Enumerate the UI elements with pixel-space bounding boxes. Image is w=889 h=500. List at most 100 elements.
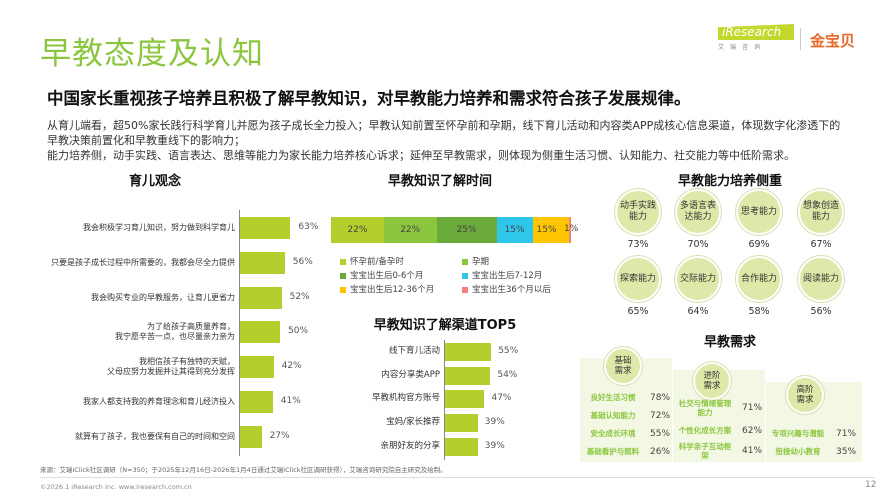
stack-segment xyxy=(568,217,571,243)
stack-segment: 15% xyxy=(496,217,533,243)
legend-label: 宝宝出生后7-12月 xyxy=(472,271,543,281)
ability-circle: 多语言表 达能力 xyxy=(675,189,721,235)
jinbaobei-logo: 金宝贝 xyxy=(810,32,856,50)
legend-label: 怀孕前/备孕时 xyxy=(350,257,404,267)
ability-circle: 思考能力 xyxy=(736,189,782,235)
demand-percent: 71% xyxy=(836,429,857,439)
summary-text: 从育儿端看，超50%家长践行科学育儿并愿为孩子成长全力投入；早教认知前置至怀孕前… xyxy=(47,118,882,163)
ability-percent: 64% xyxy=(687,306,709,317)
stack-segment: 15% xyxy=(532,217,569,243)
legend-item: 宝宝出生36个月以后 xyxy=(462,285,551,295)
ability-percent: 56% xyxy=(810,306,832,317)
axis-line xyxy=(444,340,445,460)
bar xyxy=(240,287,282,309)
iresearch-wordmark: iResearch xyxy=(718,24,794,40)
stack-segment: 22% xyxy=(331,217,384,243)
ability-percent: 69% xyxy=(748,239,770,250)
data-label: 27% xyxy=(269,431,290,441)
data-label: 1% xyxy=(564,224,579,234)
data-label: 55% xyxy=(498,346,519,356)
data-label: 39% xyxy=(484,417,505,427)
ability-percent: 65% xyxy=(627,306,649,317)
demand-item: 个性化成长方案 xyxy=(678,426,732,435)
demand-level-circle: 进阶 需求 xyxy=(693,362,731,400)
ability-circle: 合作能力 xyxy=(736,256,782,302)
page-number: 12 xyxy=(865,480,877,490)
bar xyxy=(445,343,492,361)
chart-title: 早教知识了解渠道TOP5 xyxy=(373,318,517,333)
iresearch-subtitle: 艾瑞咨询 xyxy=(718,44,767,51)
data-label: 47% xyxy=(491,393,512,403)
summary-line-2: 早教决策前置化和早教重线下的影响力； xyxy=(47,134,245,147)
chart-title: 育儿观念 xyxy=(128,174,181,189)
legend-item: 宝宝出生后7-12月 xyxy=(462,271,542,281)
footer-divider xyxy=(40,477,875,478)
iresearch-logo: iResearch 艾瑞咨询 xyxy=(718,24,794,51)
category-label: 我家人都支持我的养育理念和育儿经济投入 xyxy=(83,397,235,406)
legend-label: 宝宝出生后12-36个月 xyxy=(350,285,435,295)
category-label: 亲朋好友的分享 xyxy=(380,441,440,451)
data-label: 63% xyxy=(298,222,319,232)
summary-line-3: 能力培养侧，动手实践、语言表达、思维等能力为家长能力培养核心诉求；延伸至早教需求… xyxy=(47,149,795,162)
bar xyxy=(240,252,285,274)
ability-circle: 阅读能力 xyxy=(798,256,844,302)
bar xyxy=(240,391,273,413)
data-label: 56% xyxy=(292,257,313,267)
headline: 中国家长重视孩子培养且积极了解早教知识，对早教能力培养和需求符合孩子发展规律。 xyxy=(47,89,691,108)
bar xyxy=(240,356,274,378)
source-note: 来源：艾瑞iClick社区调研（N=350；于2025年12月16日-2026年… xyxy=(40,466,447,474)
data-label: 39% xyxy=(484,441,505,451)
stack-segment: 22% xyxy=(383,217,437,243)
legend-swatch xyxy=(340,273,346,279)
demand-item: 科学亲子互动框 架 xyxy=(678,442,732,460)
stacked-bar: 22% 22% 25% 15% 15% xyxy=(331,217,571,243)
category-label: 内容分享类APP xyxy=(381,370,440,380)
ability-percent: 70% xyxy=(687,239,709,250)
data-label: 41% xyxy=(280,396,301,406)
category-label: 我会积极学习育儿知识，努力做到科学育儿 xyxy=(83,223,235,232)
demand-percent: 26% xyxy=(650,447,671,457)
demand-item: 良好生活习惯 xyxy=(590,393,636,402)
data-label: 54% xyxy=(497,370,518,380)
copyright: ©2026.1 iResearch Inc. www.iresearch.com… xyxy=(40,483,192,491)
category-label: 只要是孩子成长过程中所需要的，我都会尽全力提供 xyxy=(51,258,235,267)
demand-percent: 35% xyxy=(836,447,857,457)
ability-title: 早教能力培养侧重 xyxy=(677,174,782,189)
ability-circle: 想象创造 能力 xyxy=(798,189,844,235)
legend-label: 宝宝出生后0-6个月 xyxy=(350,271,424,281)
bar xyxy=(445,367,491,385)
demand-level-circle: 高阶 需求 xyxy=(786,376,824,414)
data-label: 42% xyxy=(281,361,302,371)
ability-percent: 67% xyxy=(810,239,832,250)
demand-title: 早教需求 xyxy=(703,335,756,350)
ability-percent: 73% xyxy=(627,239,649,250)
legend-item: 怀孕前/备孕时 xyxy=(340,257,404,267)
bar xyxy=(445,438,478,456)
stack-segment: 25% xyxy=(436,217,497,243)
axis-line xyxy=(239,210,240,456)
legend-swatch xyxy=(462,287,468,293)
page-title: 早教态度及认知 xyxy=(40,36,264,72)
category-label: 就算有了孩子，我也要保有自己的时间和空间 xyxy=(75,432,235,441)
demand-percent: 62% xyxy=(742,426,763,436)
category-label: 早教机构官方账号 xyxy=(371,393,440,403)
demand-percent: 78% xyxy=(650,393,671,403)
demand-level-circle: 基础 需求 xyxy=(604,347,642,385)
demand-percent: 55% xyxy=(650,429,671,439)
bar xyxy=(240,426,262,448)
ability-circle: 动手实践 能力 xyxy=(615,189,661,235)
demand-percent: 71% xyxy=(742,403,763,413)
category-label: 宝妈/家长推荐 xyxy=(386,417,440,427)
legend-item: 宝宝出生后12-36个月 xyxy=(340,285,434,295)
bar xyxy=(240,217,291,239)
legend-item: 孕期 xyxy=(462,257,489,267)
demand-item: 社交与情绪管理 能力 xyxy=(678,399,732,417)
demand-item: 衔接幼小教育 xyxy=(775,447,821,456)
ability-circle: 交际能力 xyxy=(675,256,721,302)
legend-swatch xyxy=(340,287,346,293)
demand-percent: 72% xyxy=(650,411,671,421)
logo-divider xyxy=(800,28,801,50)
category-label: 我会购买专业的早教服务，让育儿更省力 xyxy=(91,293,235,302)
bar xyxy=(445,390,485,408)
chart-title: 早教知识了解时间 xyxy=(387,174,492,189)
